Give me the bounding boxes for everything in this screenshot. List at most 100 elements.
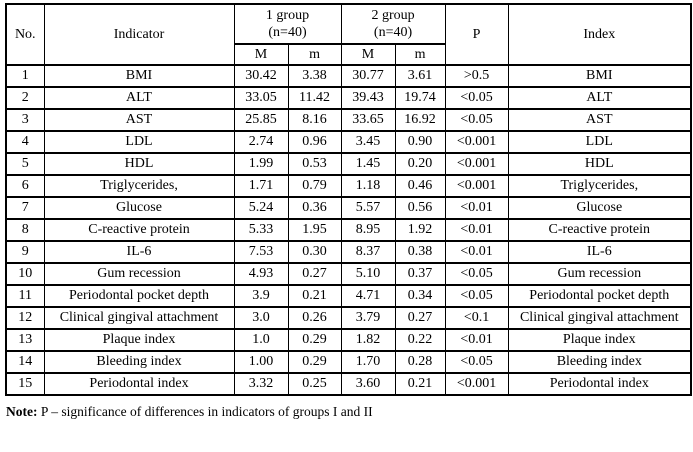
- cell-p: <0.001: [444, 174, 509, 198]
- note-text: P – significance of differences in indic…: [37, 404, 373, 419]
- cell-no: 12: [5, 306, 45, 330]
- table-row: 13 Plaque index 1.0 0.29 1.82 0.22 <0.01…: [5, 328, 692, 352]
- cell-group2-m: 0.27: [394, 306, 446, 330]
- cell-group1-m: 11.42: [287, 86, 342, 110]
- cell-index: Periodontal pocket depth: [507, 284, 692, 308]
- cell-group1-m: 0.27: [287, 262, 342, 286]
- cell-group1-m: 0.21: [287, 284, 342, 308]
- cell-group1-M: 30.42: [233, 64, 289, 88]
- cell-index: Periodontal index: [507, 372, 692, 396]
- table-note: Note: P – significance of differences in…: [5, 404, 689, 420]
- cell-p: <0.05: [444, 350, 509, 374]
- cell-group2-m: 0.28: [394, 350, 446, 374]
- cell-no: 8: [5, 218, 45, 242]
- subheader-group1-M: M: [233, 43, 289, 66]
- cell-group2-m: 0.20: [394, 152, 446, 176]
- cell-p: <0.01: [444, 328, 509, 352]
- cell-indicator: Gum recession: [43, 262, 235, 286]
- cell-indicator: IL-6: [43, 240, 235, 264]
- cell-p: <0.01: [444, 196, 509, 220]
- table-row: 7 Glucose 5.24 0.36 5.57 0.56 <0.01 Gluc…: [5, 196, 692, 220]
- cell-group1-M: 33.05: [233, 86, 289, 110]
- cell-group2-M: 33.65: [340, 108, 396, 132]
- cell-group2-M: 1.82: [340, 328, 396, 352]
- table-row: 1 BMI 30.42 3.38 30.77 3.61 >0.5 BMI: [5, 64, 692, 88]
- cell-indicator: ALT: [43, 86, 235, 110]
- cell-group2-m: 0.90: [394, 130, 446, 154]
- indicators-table: No. Indicator 1 group (n=40) 2 group (n=…: [5, 3, 693, 396]
- cell-indicator: HDL: [43, 152, 235, 176]
- table-row: 10 Gum recession 4.93 0.27 5.10 0.37 <0.…: [5, 262, 692, 286]
- cell-index: ALT: [507, 86, 692, 110]
- cell-group2-m: 0.37: [394, 262, 446, 286]
- group2-name: 2 group: [371, 7, 415, 23]
- cell-index: Bleeding index: [507, 350, 692, 374]
- cell-group1-M: 3.9: [233, 284, 289, 308]
- table-row: 6 Triglycerides, 1.71 0.79 1.18 0.46 <0.…: [5, 174, 692, 198]
- cell-group1-M: 3.0: [233, 306, 289, 330]
- cell-group2-M: 30.77: [340, 64, 396, 88]
- table-row: 11 Periodontal pocket depth 3.9 0.21 4.7…: [5, 284, 692, 308]
- cell-group1-m: 0.25: [287, 372, 342, 396]
- cell-group1-M: 4.93: [233, 262, 289, 286]
- cell-group1-m: 0.96: [287, 130, 342, 154]
- cell-group1-m: 3.38: [287, 64, 342, 88]
- col-header-p: P: [444, 3, 509, 66]
- group1-name: 1 group: [265, 7, 310, 23]
- cell-group2-M: 3.79: [340, 306, 396, 330]
- cell-group2-m: 0.38: [394, 240, 446, 264]
- cell-no: 10: [5, 262, 45, 286]
- cell-group1-M: 3.32: [233, 372, 289, 396]
- group1-n: (n=40): [268, 25, 307, 40]
- cell-p: <0.001: [444, 152, 509, 176]
- subheader-group1-m: m: [287, 43, 342, 66]
- cell-group2-m: 0.21: [394, 372, 446, 396]
- table-row: 12 Clinical gingival attachment 3.0 0.26…: [5, 306, 692, 330]
- cell-p: <0.001: [444, 372, 509, 396]
- cell-group2-M: 1.45: [340, 152, 396, 176]
- cell-indicator: C-reactive protein: [43, 218, 235, 242]
- cell-no: 2: [5, 86, 45, 110]
- cell-p: <0.01: [444, 240, 509, 264]
- cell-indicator: BMI: [43, 64, 235, 88]
- table-header: No. Indicator 1 group (n=40) 2 group (n=…: [5, 3, 692, 66]
- cell-no: 1: [5, 64, 45, 88]
- cell-index: Plaque index: [507, 328, 692, 352]
- cell-p: <0.05: [444, 284, 509, 308]
- cell-group2-m: 0.56: [394, 196, 446, 220]
- cell-p: <0.001: [444, 130, 509, 154]
- cell-group2-m: 3.61: [394, 64, 446, 88]
- cell-group2-M: 3.60: [340, 372, 396, 396]
- cell-group1-m: 0.30: [287, 240, 342, 264]
- cell-group2-M: 8.37: [340, 240, 396, 264]
- cell-p: <0.05: [444, 262, 509, 286]
- cell-group1-M: 1.71: [233, 174, 289, 198]
- cell-group2-m: 16.92: [394, 108, 446, 132]
- cell-p: <0.1: [444, 306, 509, 330]
- page: No. Indicator 1 group (n=40) 2 group (n=…: [5, 3, 693, 420]
- table-row: 15 Periodontal index 3.32 0.25 3.60 0.21…: [5, 372, 692, 396]
- cell-indicator: Plaque index: [43, 328, 235, 352]
- cell-indicator: Periodontal pocket depth: [43, 284, 235, 308]
- cell-indicator: Triglycerides,: [43, 174, 235, 198]
- cell-group1-M: 25.85: [233, 108, 289, 132]
- header-row-sub: M m M m: [6, 43, 691, 66]
- table-row: 8 C-reactive protein 5.33 1.95 8.95 1.92…: [5, 218, 692, 242]
- subheader-group2-m: m: [394, 43, 446, 66]
- group2-n: (n=40): [373, 25, 413, 40]
- table-row: 4 LDL 2.74 0.96 3.45 0.90 <0.001 LDL: [5, 130, 692, 154]
- col-header-indicator: Indicator: [43, 3, 235, 66]
- cell-no: 5: [5, 152, 45, 176]
- note-label: Note:: [6, 404, 38, 419]
- cell-group2-m: 0.22: [394, 328, 446, 352]
- cell-group1-m: 0.53: [287, 152, 342, 176]
- table-row: 5 HDL 1.99 0.53 1.45 0.20 <0.001 HDL: [5, 152, 692, 176]
- cell-group2-M: 39.43: [340, 86, 396, 110]
- cell-group1-m: 0.36: [287, 196, 342, 220]
- table-row: 9 IL-6 7.53 0.30 8.37 0.38 <0.01 IL-6: [5, 240, 692, 264]
- col-header-group1: 1 group (n=40): [233, 3, 342, 45]
- cell-group2-m: 0.34: [394, 284, 446, 308]
- cell-group1-m: 0.29: [287, 350, 342, 374]
- cell-index: Triglycerides,: [507, 174, 692, 198]
- cell-group2-M: 3.45: [340, 130, 396, 154]
